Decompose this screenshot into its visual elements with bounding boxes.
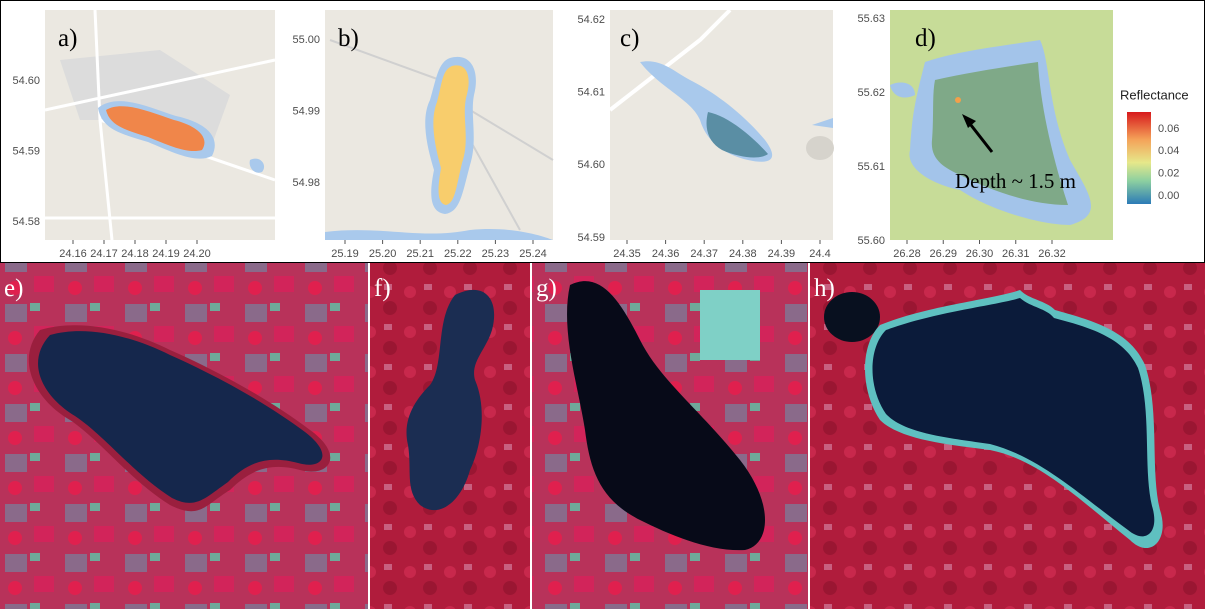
image-h — [810, 263, 1205, 609]
x-tick-label: 25.22 — [444, 248, 472, 260]
image-e — [0, 263, 368, 609]
y-tick-label: 54.60 — [12, 75, 40, 87]
y-tick-label: 55.60 — [857, 235, 885, 247]
x-tick-label: 26.28 — [893, 248, 921, 260]
map-b — [325, 10, 553, 240]
x-tick-label: 24.35 — [613, 248, 641, 260]
map-c — [610, 10, 834, 240]
y-tick-label: 54.59 — [12, 145, 40, 157]
panel-label: h) — [814, 275, 835, 302]
image-g — [532, 263, 808, 609]
legend-tick-label: 0.04 — [1158, 145, 1179, 157]
figure: a)54.6054.5954.5824.1624.1724.1824.1924.… — [0, 0, 1205, 609]
x-tick-label: 24.37 — [690, 248, 718, 260]
panel-label: f) — [374, 275, 391, 302]
image-f — [370, 263, 530, 609]
x-tick-label: 25.21 — [406, 248, 434, 260]
y-tick-label: 54.62 — [577, 14, 605, 26]
legend-tick-label: 0.00 — [1158, 190, 1179, 202]
x-tick-label: 25.20 — [369, 248, 397, 260]
x-tick-label: 26.32 — [1038, 248, 1066, 260]
x-tick-label: 24.16 — [59, 248, 87, 260]
x-tick-label: 26.31 — [1002, 248, 1030, 260]
legend-title: Reflectance — [1120, 87, 1189, 102]
y-tick-label: 54.99 — [292, 105, 320, 117]
panel-label: d) — [915, 25, 936, 52]
x-tick-label: 24.18 — [121, 248, 149, 260]
x-tick-label: 24.36 — [652, 248, 680, 260]
x-tick-label: 25.19 — [331, 248, 359, 260]
y-tick-label: 55.00 — [292, 34, 320, 46]
annotation: Depth ~ 1.5 m — [955, 169, 1076, 193]
legend-tick-label: 0.06 — [1158, 123, 1179, 135]
x-tick-label: 26.29 — [929, 248, 957, 260]
x-tick-label: 24.17 — [90, 248, 118, 260]
panel-label: a) — [58, 25, 77, 52]
y-tick-label: 54.98 — [292, 177, 320, 189]
y-tick-label: 55.62 — [857, 87, 885, 99]
y-tick-label: 54.59 — [577, 232, 605, 244]
panel-label: e) — [4, 275, 23, 302]
y-tick-label: 55.63 — [857, 13, 885, 25]
panel-label: c) — [620, 25, 639, 52]
y-tick-label: 54.58 — [12, 216, 40, 228]
x-tick-label: 25.24 — [519, 248, 547, 260]
y-tick-label: 55.61 — [857, 161, 885, 173]
x-tick-label: 25.23 — [482, 248, 510, 260]
legend-tick-label: 0.02 — [1158, 168, 1179, 180]
colorbar — [1127, 112, 1151, 204]
x-tick-label: 26.30 — [966, 248, 994, 260]
x-tick-label: 24.20 — [183, 248, 211, 260]
y-tick-label: 54.61 — [577, 87, 605, 99]
map-a — [45, 10, 275, 240]
x-tick-label: 24.4 — [809, 248, 830, 260]
x-tick-label: 24.19 — [152, 248, 180, 260]
x-tick-label: 24.39 — [768, 248, 796, 260]
panel-label: g) — [536, 275, 557, 302]
y-tick-label: 54.60 — [577, 159, 605, 171]
x-tick-label: 24.38 — [729, 248, 757, 260]
panel-label: b) — [338, 25, 359, 52]
